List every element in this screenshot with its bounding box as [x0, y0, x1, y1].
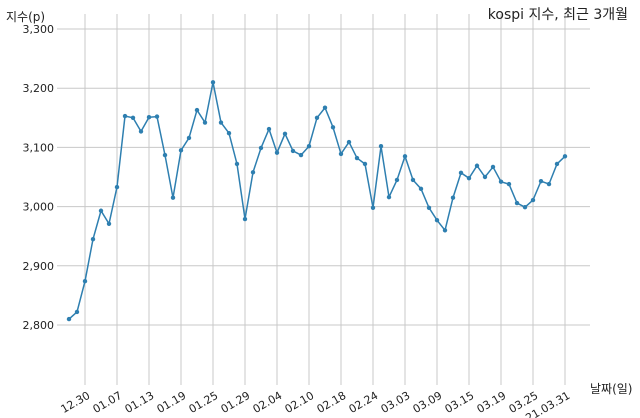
- data-point: [554, 161, 560, 167]
- data-point: [266, 126, 272, 132]
- x-tick-label: 03.15: [443, 389, 477, 416]
- x-tick-label: 02.24: [347, 389, 381, 416]
- data-point: [82, 278, 88, 284]
- data-point: [346, 139, 352, 145]
- x-tick-label: 12.30: [59, 389, 93, 416]
- data-point: [74, 309, 80, 315]
- data-point: [186, 135, 192, 141]
- y-tick-label: 2,900: [23, 260, 55, 273]
- x-tick-label: 02.18: [315, 389, 349, 416]
- data-point: [482, 174, 488, 180]
- x-tick-label: 03.03: [379, 389, 413, 416]
- x-tick-label: 01.25: [187, 389, 221, 416]
- y-tick-label: 3,100: [23, 141, 55, 154]
- data-point: [378, 144, 384, 149]
- data-point: [314, 115, 320, 121]
- data-point: [290, 148, 296, 154]
- data-point: [530, 197, 536, 203]
- data-point: [434, 218, 440, 223]
- x-tick-label: 01.13: [123, 389, 157, 416]
- y-tick-label: 3,300: [23, 23, 55, 36]
- data-point: [506, 181, 512, 187]
- data-point: [426, 205, 432, 210]
- data-point: [442, 228, 448, 233]
- data-point: [386, 194, 392, 200]
- data-point: [298, 152, 304, 158]
- data-point: [242, 216, 248, 222]
- x-tick-label: 01.07: [91, 389, 125, 416]
- data-point: [130, 115, 136, 121]
- data-point: [418, 186, 424, 192]
- data-point: [226, 130, 232, 136]
- y-axis-label: 지수(p): [6, 10, 46, 24]
- data-point: [450, 195, 456, 200]
- data-point: [202, 120, 208, 125]
- chart-title: kospi 지수, 최근 3개월: [487, 7, 628, 23]
- data-point: [458, 170, 464, 176]
- data-point: [370, 205, 376, 210]
- data-point: [490, 164, 496, 170]
- data-point: [282, 131, 288, 136]
- x-tick-label: 02.04: [251, 389, 285, 416]
- data-point: [138, 129, 144, 134]
- data-point: [218, 120, 224, 125]
- x-tick-label: 03.19: [475, 389, 509, 416]
- data-point: [538, 178, 544, 184]
- data-point: [146, 115, 152, 120]
- x-tick-label: 01.19: [155, 389, 189, 416]
- data-point: [562, 154, 568, 159]
- data-point: [514, 200, 520, 206]
- data-point: [410, 177, 416, 183]
- data-point: [114, 184, 120, 190]
- x-tick-label: 02.10: [283, 389, 317, 416]
- data-point: [498, 179, 504, 184]
- data-point: [354, 155, 360, 161]
- data-point: [178, 148, 184, 153]
- data-point: [66, 316, 72, 322]
- data-point: [258, 145, 264, 151]
- data-point: [474, 163, 480, 168]
- data-point: [122, 113, 128, 119]
- data-point: [466, 175, 472, 181]
- x-tick-label: 01.29: [219, 389, 253, 416]
- data-point: [106, 221, 112, 226]
- data-point: [394, 177, 400, 183]
- data-point: [250, 170, 256, 175]
- data-point: [194, 107, 200, 113]
- x-axis-label: 날짜(일): [590, 382, 633, 396]
- data-point: [330, 125, 336, 130]
- y-tick-label: 2,800: [23, 319, 55, 332]
- data-point: [274, 150, 280, 155]
- data-point: [170, 195, 176, 200]
- y-tick-label: 3,200: [23, 82, 55, 95]
- data-point: [154, 114, 160, 119]
- data-point: [90, 236, 96, 242]
- data-point: [338, 151, 344, 157]
- data-point: [234, 161, 240, 167]
- data-point: [98, 208, 104, 213]
- data-point: [210, 80, 216, 85]
- x-tick-label: 03.09: [411, 389, 445, 416]
- data-point: [322, 105, 328, 110]
- data-point: [546, 181, 552, 187]
- data-point: [402, 154, 408, 159]
- data-point: [362, 161, 368, 167]
- data-point: [306, 144, 312, 149]
- data-point: [162, 152, 168, 158]
- y-tick-label: 3,000: [23, 201, 55, 214]
- data-point: [522, 204, 528, 210]
